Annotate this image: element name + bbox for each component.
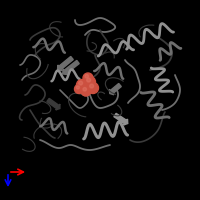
Circle shape (79, 81, 83, 85)
Circle shape (83, 88, 86, 91)
Circle shape (88, 82, 98, 94)
Circle shape (76, 86, 79, 89)
Circle shape (74, 84, 84, 94)
Circle shape (87, 78, 91, 82)
Circle shape (84, 76, 96, 88)
FancyArrow shape (63, 60, 79, 75)
Circle shape (83, 73, 93, 83)
Circle shape (90, 84, 94, 88)
Circle shape (85, 74, 88, 78)
FancyArrow shape (109, 83, 121, 95)
Circle shape (76, 79, 88, 90)
FancyArrow shape (58, 56, 73, 71)
FancyArrow shape (114, 113, 128, 125)
Circle shape (81, 86, 91, 96)
FancyArrow shape (47, 98, 60, 110)
